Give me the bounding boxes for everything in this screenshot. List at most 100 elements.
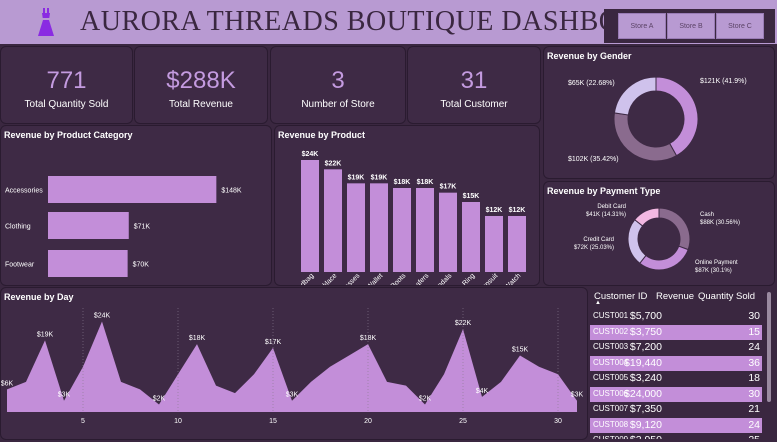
point-data-label: $2K [153, 395, 166, 402]
store-b-button[interactable]: Store B [667, 13, 715, 39]
slice-label: $65K (22.68%) [568, 80, 615, 87]
x-tick-label: 25 [459, 418, 467, 425]
kpi-number-of-store: 3 Number of Store [270, 46, 406, 124]
cell-revenue: $19,440 [624, 356, 662, 369]
cell-customer-id: CUST007 [593, 404, 629, 413]
cell-quantity: 30 [748, 310, 760, 322]
slice-amount-label: $41K (14.31%) [586, 212, 626, 218]
slice-amount-label: $88K (30.56%) [700, 220, 740, 226]
chart-title: Revenue by Day [4, 292, 74, 302]
point-data-label: $3K [571, 392, 584, 399]
product-bar [370, 183, 388, 272]
category-label: Footwear [5, 262, 35, 269]
kpi-total-customer: 31 Total Customer [407, 46, 541, 124]
point-data-label: $24K [94, 313, 111, 320]
gender-donut-chart: $121K (41.9%) $102K (35.42%) $65K (22.68%) [568, 76, 747, 163]
product-bar [508, 216, 526, 272]
donut-slice [634, 207, 660, 227]
product-tick-label: Jumpsuit [475, 272, 500, 285]
table-row[interactable]: CUST004 $19,440 36 [590, 355, 762, 371]
donut-slice [627, 219, 647, 265]
donut-slice [639, 245, 689, 271]
point-data-label: $17K [265, 339, 282, 346]
chart-title: Revenue by Product Category [4, 130, 133, 140]
table-row[interactable]: CUST005 $3,240 18 [590, 371, 762, 386]
product-tick-label: Handbag [290, 272, 315, 285]
scrollbar-thumb[interactable] [767, 292, 771, 402]
dress-icon [38, 8, 54, 36]
kpi-value: 771 [46, 67, 87, 94]
category-data-label: $148K [221, 188, 242, 195]
slice-name-label: Online Payment [695, 260, 738, 266]
cell-customer-id: CUST006 [593, 388, 629, 398]
cell-customer-id: CUST009 [593, 435, 628, 439]
chart-title: Revenue by Product [278, 130, 366, 140]
category-label: Accessories [5, 188, 43, 195]
donut-slice [655, 76, 699, 157]
chart-title: Revenue by Payment Type [547, 186, 661, 196]
store-slicer: Store A Store B Store C [604, 9, 775, 43]
product-tick-label: Necklace [313, 272, 338, 285]
store-a-button[interactable]: Store A [618, 13, 666, 39]
donut-slice [658, 207, 691, 251]
category-label: Clothing [5, 224, 31, 231]
product-bar-chart: $24KHandbag$22KNecklace$19KSunglasses$19… [290, 151, 526, 285]
x-tick-label: 5 [81, 418, 85, 425]
kpi-total-revenue: $288K Total Revenue [134, 46, 268, 124]
product-tick-label: Watch [504, 272, 523, 285]
chart-title: Revenue by Gender [547, 51, 632, 61]
kpi-value: 31 [460, 67, 488, 94]
product-data-label: $22K [325, 160, 342, 167]
product-tick-label: Boots [390, 272, 408, 285]
table-row[interactable]: CUST007 $7,350 21 [590, 402, 762, 417]
kpi-label: Number of Store [301, 99, 375, 110]
store-c-button[interactable]: Store C [716, 13, 764, 39]
product-tick-label: Sandals [431, 272, 454, 285]
cell-revenue: $7,200 [629, 341, 662, 353]
table-row[interactable]: CUST009$2,950 25 [590, 433, 762, 439]
cell-customer-id: CUST004 [593, 357, 629, 367]
cell-revenue: $24,000 [624, 387, 662, 400]
table-row[interactable]: CUST006 $24,000 30 [590, 386, 762, 402]
product-data-label: $19K [348, 174, 365, 181]
x-tick-label: 15 [269, 418, 277, 425]
point-data-label: $3K [58, 392, 71, 399]
product-bar [485, 216, 503, 272]
payment-donut-chart: Cash $88K (30.56%) Online Payment $87K (30.… [574, 204, 740, 274]
category-data-label: $70K [133, 262, 150, 269]
sort-ascending-icon[interactable]: ▲ [595, 300, 601, 306]
revenue-by-category-card: Revenue by Product Category Accessories $… [0, 125, 272, 286]
table-scrollbar[interactable] [766, 288, 772, 438]
point-data-label: $3K [286, 392, 299, 399]
dashboard-header: AURORA THREADS BOUTIQUE DASHBOARD Store … [0, 0, 777, 44]
product-data-label: $18K [417, 179, 434, 186]
cell-revenue: $9,120 [629, 418, 662, 431]
table-row[interactable]: CUST001 $5,700 30 [590, 309, 762, 324]
category-bar [48, 212, 129, 239]
product-tick-label: Loafers [409, 272, 431, 285]
cell-quantity: 25 [748, 434, 760, 439]
kpi-value: $288K [166, 67, 236, 94]
customer-table: Customer ID Revenue Quantity Sold ▲ CUST… [590, 287, 774, 439]
cell-revenue: $7,350 [629, 403, 662, 415]
cell-quantity: 30 [748, 387, 760, 400]
kpi-label: Total Customer [440, 99, 508, 110]
cell-quantity: 36 [748, 356, 760, 369]
slice-name-label: Credit Card [583, 237, 614, 243]
point-data-label: $22K [455, 320, 472, 327]
cell-quantity: 18 [748, 372, 760, 384]
slice-amount-label: $87K (30.1%) [695, 268, 732, 274]
cell-revenue: $3,750 [629, 325, 662, 338]
column-header-revenue[interactable]: Revenue [656, 291, 695, 302]
column-header-customer-id[interactable]: Customer ID [594, 291, 648, 302]
donut-slice [613, 112, 678, 162]
point-data-label: $18K [360, 335, 377, 342]
product-tick-label: Ring [461, 272, 476, 285]
table-row[interactable]: CUST003 $7,200 24 [590, 340, 762, 355]
slice-name-label: Cash [700, 212, 714, 218]
column-header-quantity[interactable]: Quantity Sold [698, 291, 756, 302]
table-row[interactable]: CUST008 $9,120 24 [590, 417, 762, 433]
product-data-label: $19K [371, 174, 388, 181]
table-row[interactable]: CUST002 $3,750 15 [590, 324, 762, 340]
table-header: Customer ID Revenue Quantity Sold ▲ [590, 287, 770, 306]
